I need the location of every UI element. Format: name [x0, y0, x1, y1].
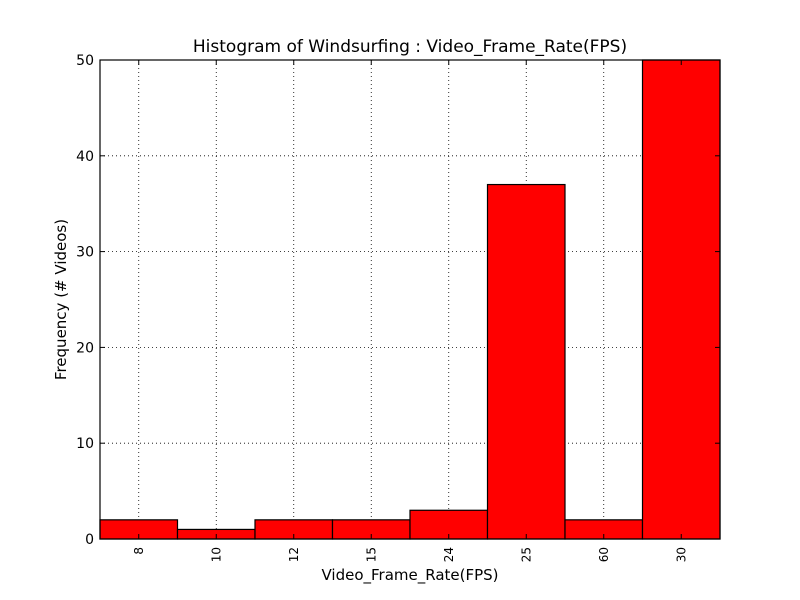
- y-tick-label: 0: [85, 532, 94, 548]
- histogram-bar: [641, 59, 721, 540]
- y-tick-label: 40: [76, 149, 94, 165]
- y-axis-label: Frequency (# Videos): [52, 219, 70, 380]
- x-tick-label: 25: [519, 547, 533, 562]
- x-tick-label: 10: [209, 547, 223, 562]
- x-axis-label: Video_Frame_Rate(FPS): [321, 566, 498, 585]
- y-tick-label: 50: [76, 53, 94, 69]
- chart-title: Histogram of Windsurfing : Video_Frame_R…: [193, 37, 627, 57]
- bars: [99, 59, 721, 540]
- x-tick-label: 30: [674, 547, 688, 562]
- x-axis-ticks: 8 10 12 15 24 25 60 30: [132, 60, 688, 562]
- histogram-bar: [486, 183, 566, 540]
- x-tick-label: 24: [442, 547, 456, 562]
- y-tick-label: 20: [76, 340, 94, 356]
- y-axis-ticks: 0 10 20 30 40 50: [76, 53, 720, 548]
- x-tick-label: 15: [364, 547, 378, 562]
- x-tick-label: 8: [132, 547, 146, 555]
- x-tick-label: 60: [597, 547, 611, 562]
- grid: [100, 60, 720, 539]
- y-tick-label: 10: [76, 436, 94, 452]
- plot-frame: [99, 59, 721, 540]
- y-tick-label: 30: [76, 245, 94, 261]
- x-tick-label: 12: [287, 547, 301, 562]
